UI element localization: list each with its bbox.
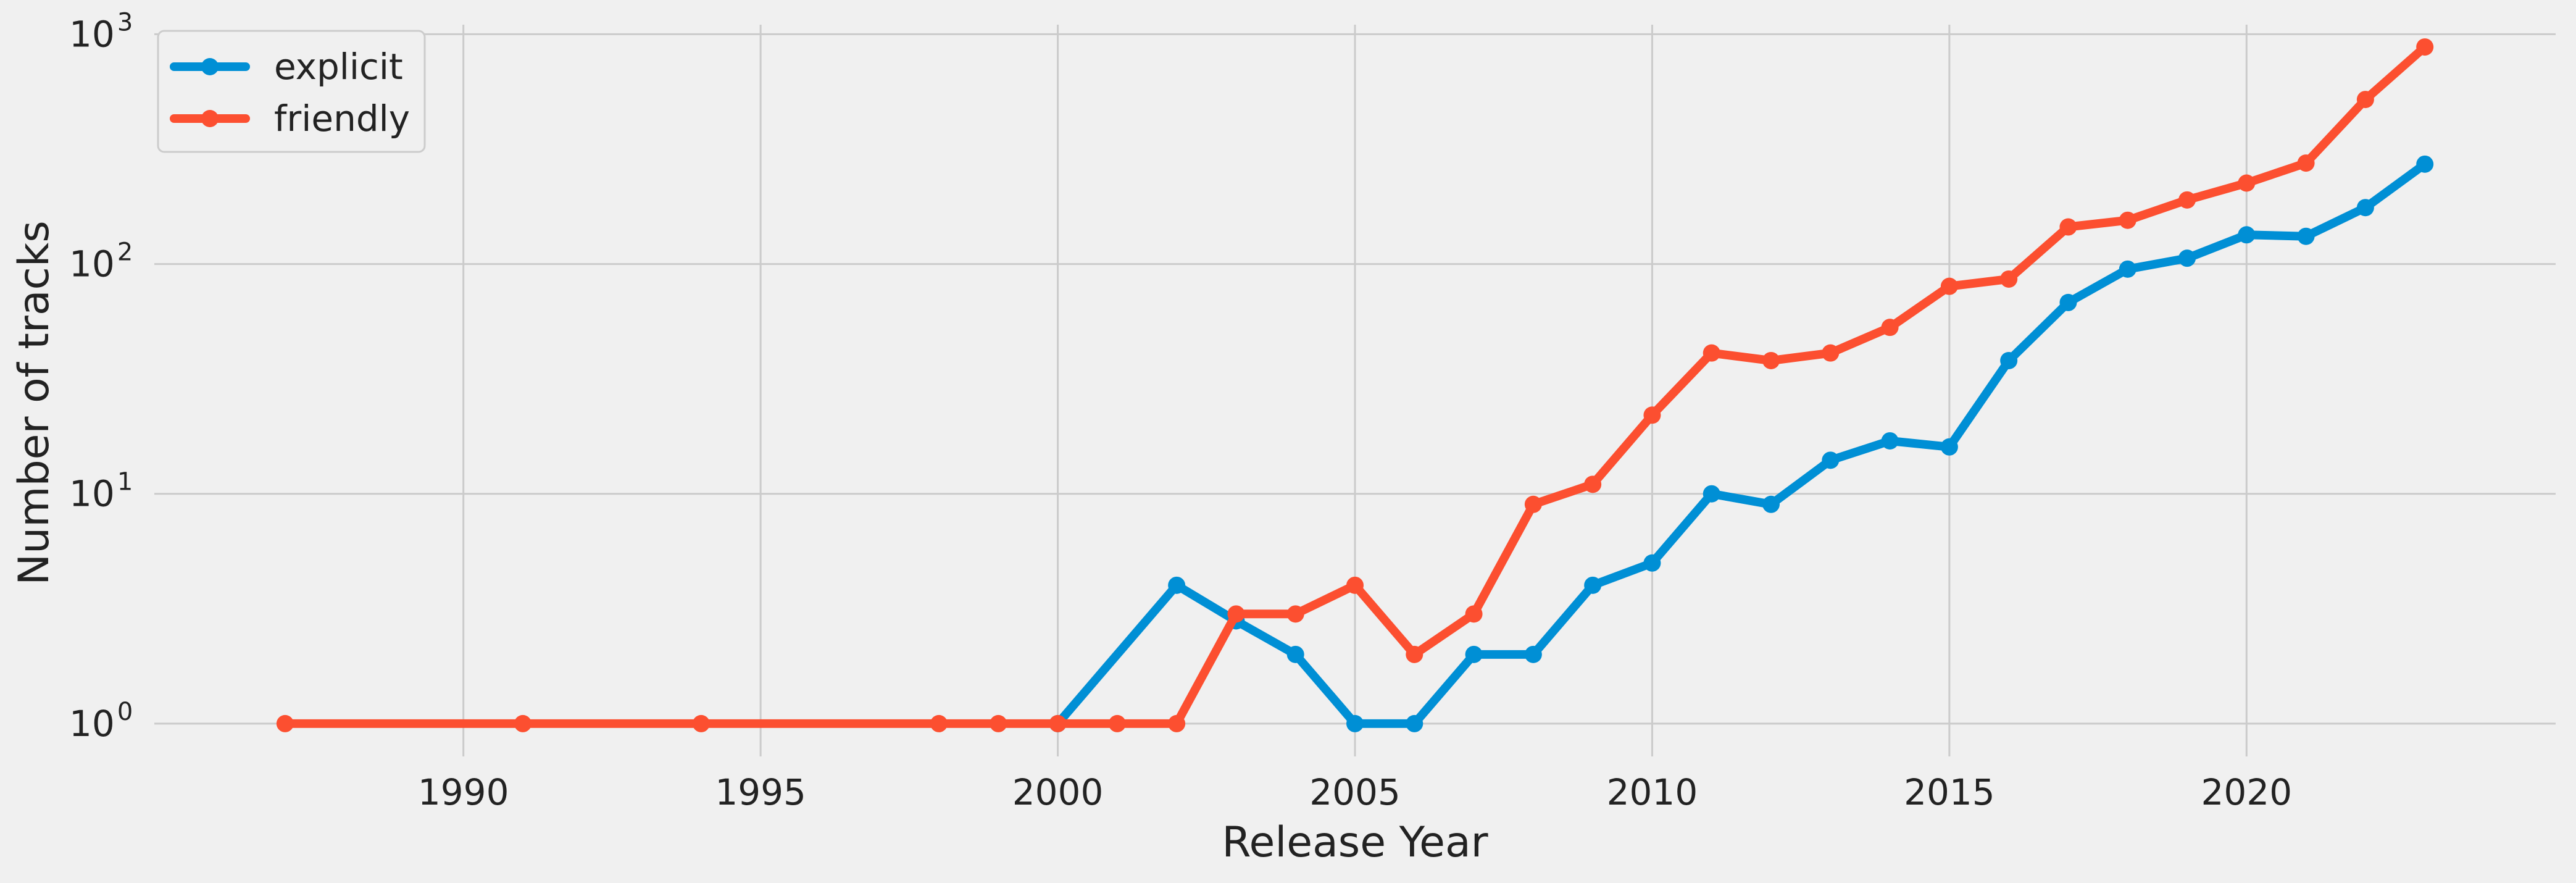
friendly-point: [2059, 218, 2077, 236]
explicit-point: [1346, 714, 1364, 732]
explicit-point: [2119, 260, 2136, 278]
explicit-point: [2297, 227, 2315, 245]
friendly-point: [1762, 351, 1780, 369]
explicit-point: [1762, 495, 1780, 513]
y-tick-label: 10 0: [69, 698, 133, 745]
x-axis-label: Release Year: [1222, 818, 1488, 867]
legend-swatch-marker: [201, 58, 219, 75]
y-tick-label: 10 1: [69, 468, 133, 515]
legend-item-explicit: explicit: [170, 46, 403, 88]
friendly-point: [1703, 344, 1720, 362]
friendly-point: [1584, 475, 1602, 493]
explicit-point: [1524, 645, 1542, 663]
friendly-point: [1881, 319, 1899, 337]
friendly-point: [692, 714, 710, 732]
y-tick-base: 10: [69, 473, 115, 515]
friendly-point: [2119, 211, 2136, 229]
explicit-point: [1940, 438, 1958, 456]
explicit-point: [1286, 645, 1304, 663]
x-tick-label: 1990: [418, 771, 509, 813]
legend-label: explicit: [274, 46, 403, 88]
friendly-point: [514, 714, 531, 732]
y-tick-exponent: 1: [117, 468, 133, 496]
explicit-point: [1584, 576, 1602, 594]
friendly-point: [1108, 714, 1126, 732]
explicit-point: [1643, 554, 1661, 572]
friendly-point: [2000, 270, 2018, 288]
friendly-point: [1049, 714, 1067, 732]
explicit-point: [2356, 199, 2374, 217]
explicit-point: [1881, 432, 1899, 450]
friendly-point: [1465, 605, 1483, 623]
y-tick-label: 10 2: [69, 238, 133, 285]
friendly-point: [930, 714, 948, 732]
friendly-point: [1286, 605, 1304, 623]
y-tick-base: 10: [69, 13, 115, 55]
explicit-point: [1168, 576, 1186, 594]
friendly-point: [2178, 191, 2196, 209]
friendly-point: [1524, 495, 1542, 513]
explicit-point: [1465, 645, 1483, 663]
y-tick-exponent: 0: [117, 698, 133, 726]
explicit-point: [1703, 485, 1720, 503]
friendly-point: [2297, 154, 2315, 172]
y-tick-exponent: 2: [117, 238, 133, 267]
friendly-point: [1643, 406, 1661, 424]
explicit-point: [2416, 155, 2434, 173]
x-tick-label: 1995: [715, 771, 806, 813]
series-group: [276, 38, 2434, 732]
friendly-point: [2416, 38, 2434, 56]
x-tick-label: 2020: [2201, 771, 2293, 813]
explicit-point: [2000, 351, 2018, 369]
x-axis-ticks: 1990 1995 2000 2005 2010 2015 2020: [418, 771, 2292, 813]
friendly-point: [2356, 91, 2374, 109]
friendly-point: [2238, 174, 2256, 192]
friendly-point: [1346, 576, 1364, 594]
explicit-point: [2178, 249, 2196, 267]
friendly-point: [1940, 277, 1958, 295]
explicit-point: [2238, 226, 2256, 244]
y-axis-label: Number of tracks: [10, 220, 59, 585]
friendly-point: [1822, 344, 1840, 362]
friendly-point: [276, 714, 294, 732]
legend-item-friendly: friendly: [170, 98, 410, 140]
friendly-point: [1168, 714, 1186, 732]
y-tick-exponent: 3: [117, 8, 133, 36]
legend-swatch-marker: [201, 110, 219, 127]
y-tick-base: 10: [69, 243, 115, 285]
friendly-point: [1227, 605, 1245, 623]
friendly-point: [990, 714, 1007, 732]
series-friendly: [276, 38, 2434, 732]
x-tick-label: 2005: [1309, 771, 1401, 813]
explicit-point: [1822, 451, 1840, 469]
x-tick-label: 2015: [1904, 771, 1995, 813]
x-tick-label: 2000: [1012, 771, 1104, 813]
friendly-point: [1406, 645, 1423, 663]
y-tick-base: 10: [69, 703, 115, 745]
legend-label: friendly: [274, 98, 410, 140]
explicit-point: [1406, 714, 1423, 732]
x-tick-label: 2010: [1607, 771, 1698, 813]
y-tick-label: 10 3: [69, 8, 133, 55]
legend: explicit friendly: [157, 30, 426, 153]
explicit-point: [2059, 293, 2077, 311]
